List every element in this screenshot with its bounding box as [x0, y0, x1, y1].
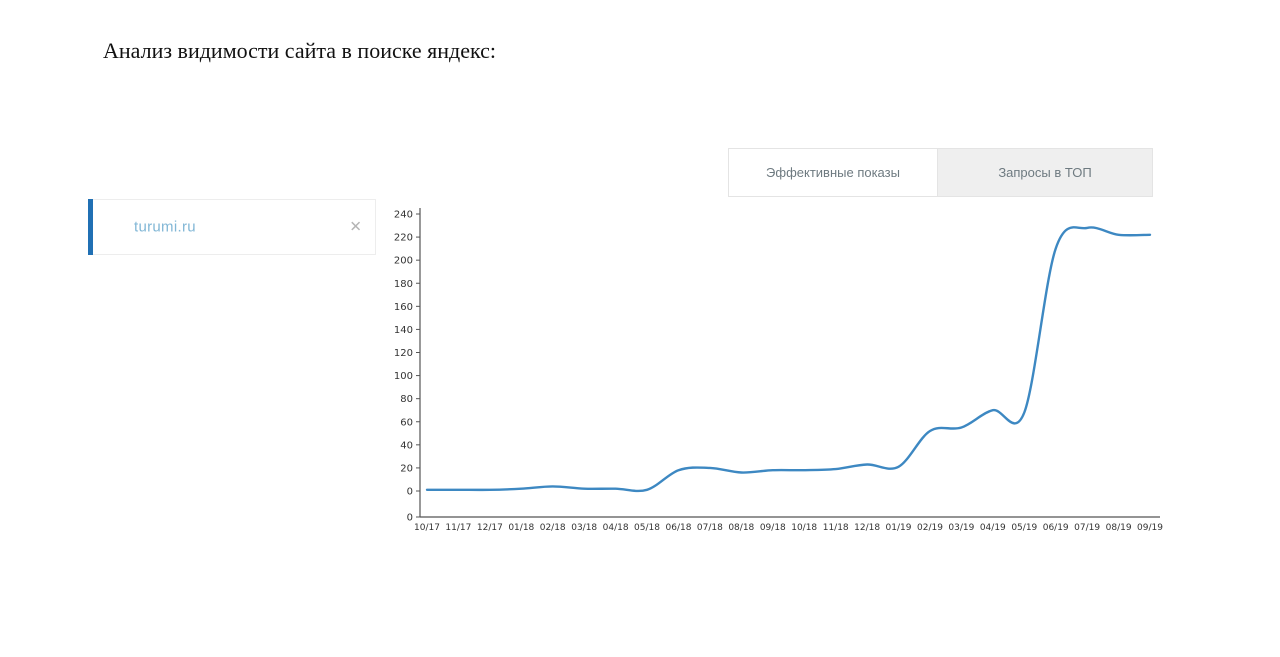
svg-text:03/19: 03/19 [948, 523, 974, 533]
tab-queries-in-top-label: Запросы в ТОП [998, 165, 1092, 180]
tab-effective-shows-label: Эффективные показы [766, 165, 900, 180]
tab-effective-shows[interactable]: Эффективные показы [729, 149, 937, 196]
svg-text:120: 120 [394, 348, 413, 359]
svg-text:01/19: 01/19 [886, 523, 912, 533]
svg-text:11/17: 11/17 [445, 523, 471, 533]
close-icon[interactable]: ✕ [349, 218, 362, 236]
svg-text:01/18: 01/18 [508, 523, 534, 533]
svg-text:04/19: 04/19 [980, 523, 1006, 533]
svg-text:80: 80 [400, 394, 413, 405]
tab-queries-in-top[interactable]: Запросы в ТОП [937, 149, 1152, 196]
svg-text:04/18: 04/18 [603, 523, 629, 533]
svg-text:02/18: 02/18 [540, 523, 566, 533]
svg-text:08/18: 08/18 [728, 523, 754, 533]
svg-text:03/18: 03/18 [571, 523, 597, 533]
svg-text:0: 0 [407, 487, 413, 498]
svg-text:60: 60 [400, 417, 413, 428]
page-title: Анализ видимости сайта в поиске яндекс: [103, 38, 497, 63]
svg-text:05/19: 05/19 [1011, 523, 1037, 533]
svg-text:100: 100 [394, 371, 413, 382]
svg-text:06/18: 06/18 [666, 523, 692, 533]
svg-text:07/18: 07/18 [697, 523, 723, 533]
chart-tab-strip: Эффективные показы Запросы в ТОП [728, 148, 1153, 197]
svg-text:200: 200 [394, 256, 413, 267]
svg-text:05/18: 05/18 [634, 523, 660, 533]
svg-text:07/19: 07/19 [1074, 523, 1100, 533]
svg-text:06/19: 06/19 [1043, 523, 1069, 533]
svg-text:140: 140 [394, 325, 413, 336]
visibility-chart: 0 20 40 60 80 100 120 140 160 180 200 220 240 0 10/17 1… [388, 205, 1178, 545]
svg-text:10/17: 10/17 [414, 523, 440, 533]
svg-text:0: 0 [407, 513, 413, 524]
svg-text:20: 20 [400, 463, 413, 474]
site-filter-card: turumi.ru ✕ [88, 199, 376, 255]
site-filter-accent-bar [88, 199, 93, 255]
svg-text:160: 160 [394, 302, 413, 313]
svg-text:40: 40 [400, 440, 413, 451]
svg-text:240: 240 [394, 210, 413, 221]
svg-text:02/19: 02/19 [917, 523, 943, 533]
svg-text:10/18: 10/18 [791, 523, 817, 533]
svg-text:12/17: 12/17 [477, 523, 503, 533]
svg-text:08/19: 08/19 [1106, 523, 1132, 533]
svg-text:09/18: 09/18 [760, 523, 786, 533]
site-filter-label: turumi.ru [134, 218, 196, 236]
svg-text:09/19: 09/19 [1137, 523, 1163, 533]
svg-text:220: 220 [394, 233, 413, 244]
svg-text:12/18: 12/18 [854, 523, 880, 533]
svg-text:11/18: 11/18 [823, 523, 849, 533]
svg-text:180: 180 [394, 279, 413, 290]
